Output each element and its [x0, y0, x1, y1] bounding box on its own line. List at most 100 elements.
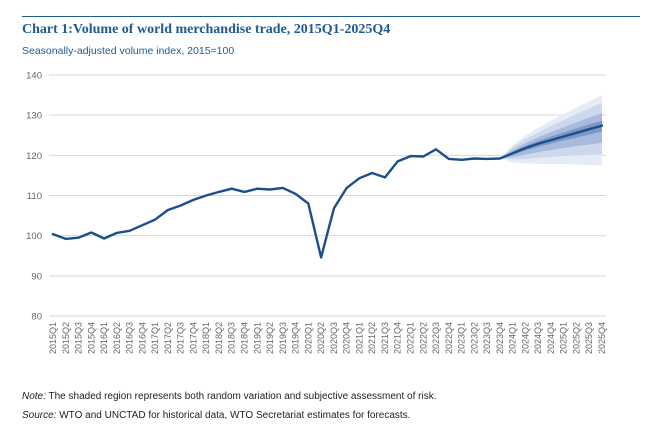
series-line [51, 124, 604, 259]
data-point [511, 152, 514, 155]
title-rule [22, 16, 640, 17]
x-tick-label: 2025Q1 [559, 322, 569, 354]
source-line: Source: WTO and UNCTAD for historical da… [22, 410, 410, 421]
x-tick-label: 2021Q2 [367, 322, 377, 354]
x-tick-label: 2020Q1 [303, 322, 313, 354]
x-tick-label: 2016Q3 [125, 322, 135, 354]
x-tick-label: 2015Q2 [61, 322, 71, 354]
data-point [294, 192, 297, 195]
note-text: The shaded region represents both random… [45, 391, 437, 402]
data-point [549, 139, 552, 142]
data-point [345, 186, 348, 189]
x-tick-label: 2016Q4 [137, 322, 147, 354]
x-tick-label: 2023Q1 [457, 322, 467, 354]
x-tick-label: 2021Q1 [354, 322, 364, 354]
data-point [358, 177, 361, 180]
y-tick-label: 90 [31, 271, 42, 282]
chart-subtitle: Seasonally-adjusted volume index, 2015=1… [22, 45, 235, 57]
y-tick-label: 140 [26, 71, 42, 82]
y-tick-label: 120 [26, 151, 42, 162]
x-tick-label: 2015Q1 [48, 322, 58, 354]
data-point [103, 237, 106, 240]
data-point [383, 176, 386, 179]
data-point [396, 160, 399, 163]
data-point [192, 198, 195, 201]
x-tick-label: 2020Q3 [329, 322, 339, 354]
data-point [537, 142, 540, 145]
x-tick-label: 2020Q2 [316, 322, 326, 354]
data-point [332, 207, 335, 210]
x-tick-label: 2017Q3 [176, 322, 186, 354]
data-point [320, 256, 323, 259]
x-tick-label: 2024Q1 [508, 322, 518, 354]
series-line-layer [51, 124, 604, 259]
note-label: Note: [22, 391, 46, 402]
x-axis: 2015Q1 2015Q2 2015Q3 2015Q4 2016Q1 2016Q2 2016… [48, 322, 607, 354]
x-tick-label: 2022Q1 [405, 322, 415, 354]
data-point [486, 157, 489, 160]
data-point [307, 202, 310, 205]
data-point [460, 158, 463, 161]
data-point [498, 157, 501, 160]
data-point [588, 128, 591, 131]
x-tick-label: 2023Q2 [469, 322, 479, 354]
grid-layer [49, 74, 606, 317]
x-tick-label: 2020Q4 [342, 322, 352, 354]
x-tick-label: 2023Q4 [495, 322, 505, 354]
data-point [281, 186, 284, 189]
data-point [205, 194, 208, 197]
x-tick-label: 2024Q3 [533, 322, 543, 354]
y-tick-label: 110 [27, 191, 42, 202]
x-tick-label: 2025Q2 [571, 322, 581, 354]
x-tick-label: 2021Q3 [380, 322, 390, 354]
x-tick-label: 2018Q1 [201, 322, 211, 354]
x-tick-label: 2019Q3 [278, 322, 288, 354]
x-tick-label: 2018Q3 [227, 322, 237, 354]
x-tick-label: 2015Q3 [74, 322, 84, 354]
data-point [371, 172, 374, 175]
x-tick-label: 2017Q4 [188, 322, 198, 354]
x-tick-label: 2019Q2 [265, 322, 275, 354]
data-point [409, 155, 412, 158]
source-text: WTO and UNCTAD for historical data, WTO … [56, 410, 411, 421]
data-point [230, 187, 233, 190]
x-tick-label: 2017Q1 [150, 322, 160, 354]
source-label: Source: [22, 410, 57, 421]
x-tick-label: 2017Q2 [163, 322, 173, 354]
x-tick-label: 2019Q1 [252, 322, 262, 354]
data-point [166, 208, 169, 211]
x-tick-label: 2021Q4 [393, 322, 403, 354]
y-tick-label: 130 [26, 111, 42, 122]
data-point [141, 224, 144, 227]
data-point [269, 188, 272, 191]
x-tick-label: 2018Q2 [214, 322, 224, 354]
note-line: Note: The shaded region represents both … [22, 391, 437, 402]
data-point [52, 233, 54, 236]
x-tick-label: 2025Q4 [597, 322, 607, 354]
data-point [179, 204, 182, 207]
x-tick-label: 2022Q4 [444, 322, 454, 354]
x-tick-label: 2018Q4 [240, 322, 250, 354]
data-point [575, 131, 578, 134]
chart-title: Chart 1:Volume of world merchandise trad… [22, 22, 391, 37]
x-tick-label: 2019Q4 [291, 322, 301, 354]
data-point [243, 190, 246, 193]
x-tick-label: 2016Q1 [99, 322, 109, 354]
data-point [422, 155, 425, 158]
data-point [524, 147, 527, 150]
data-point [77, 236, 80, 239]
y-tick-label: 100 [26, 231, 42, 242]
x-tick-label: 2024Q4 [546, 322, 556, 354]
data-point [217, 190, 220, 193]
data-point [562, 135, 565, 138]
x-tick-label: 2022Q2 [418, 322, 428, 354]
data-point [115, 231, 118, 234]
y-axis: 80 90 100 110 120 130 140 [26, 71, 42, 323]
data-point [473, 157, 476, 160]
x-tick-label: 2016Q2 [112, 322, 122, 354]
x-tick-label: 2015Q4 [86, 322, 96, 354]
data-point [601, 124, 603, 127]
x-tick-label: 2024Q2 [520, 322, 530, 354]
data-point [90, 231, 93, 234]
